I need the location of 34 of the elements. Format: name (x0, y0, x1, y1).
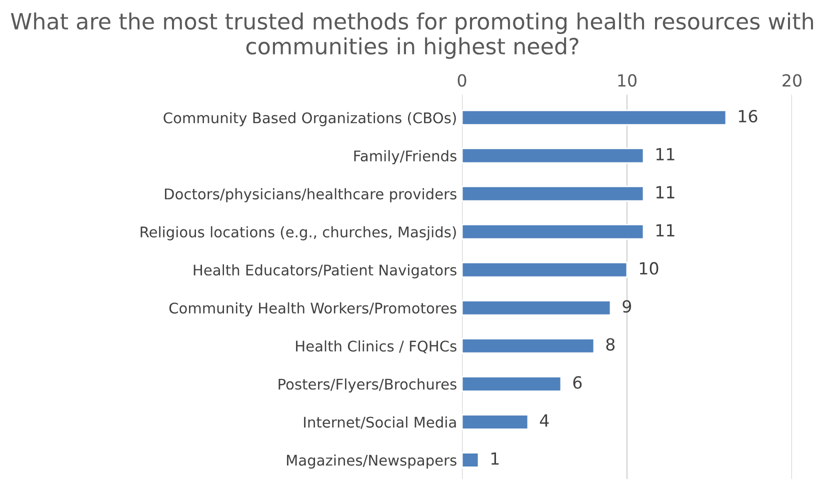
y-tick-label: Doctors/physicians/healthcare providers (164, 188, 456, 202)
bar (462, 186, 644, 202)
y-tick-label: Magazines/Newspapers (287, 454, 456, 469)
y-tick-label: Internet/Social Media (304, 416, 456, 429)
data-label: 10 (640, 262, 658, 275)
data-label: 11 (656, 186, 674, 198)
data-label: 4 (540, 414, 549, 427)
y-tick-label: Community Health Workers/Promotores (169, 302, 456, 316)
bar (462, 414, 529, 430)
bar (462, 148, 644, 164)
x-tick-label: 0 (458, 74, 466, 87)
data-label: 11 (656, 224, 674, 236)
y-tick-label: Posters/Flyers/Brochures (278, 378, 456, 393)
bar (462, 110, 727, 126)
bar (462, 300, 612, 316)
y-tick-label: Health Clinics / FQHCs (296, 340, 456, 354)
data-label: 6 (573, 376, 582, 389)
y-tick-label: Community Based Organizations (CBOs) (164, 112, 456, 126)
x-tick-label: 10 (618, 74, 636, 87)
bar (462, 224, 644, 240)
chart-title: What are the most trusted methods for promoting health resources with communities in highest need? (10, 12, 813, 59)
data-label: 1 (491, 452, 499, 465)
x-tick-label: 20 (782, 74, 802, 87)
y-tick-label: Health Educators/Patient Navigators (194, 264, 456, 278)
data-label: 11 (656, 148, 674, 160)
y-tick-label: Family/Friends (354, 150, 456, 164)
data-label: 8 (606, 338, 615, 351)
bar (462, 376, 562, 392)
bar (462, 338, 595, 354)
data-label: 16 (738, 110, 758, 122)
y-tick-label: Religious locations (e.g., churches, Masjids) (140, 226, 456, 240)
bar (462, 262, 628, 278)
bar (462, 452, 480, 468)
data-label: 9 (622, 300, 632, 313)
